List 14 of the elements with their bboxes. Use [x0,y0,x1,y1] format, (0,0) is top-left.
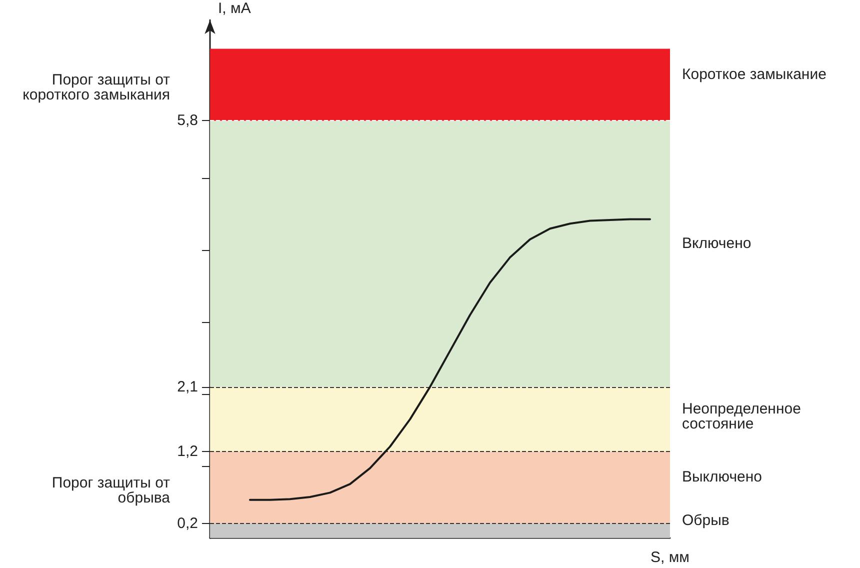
y-axis-title: I, мА [218,0,251,17]
ref-line-label: Порог защиты от короткого замыкания [22,72,170,104]
y-tick-label: 5,8 [177,112,198,130]
y-tick-label: 0,2 [177,515,198,532]
y-tick-label: 2,1 [177,378,198,396]
ref-line-label: Порог защиты от обрыва [52,474,171,507]
band-label: Обрыв [682,512,730,529]
line-series [249,218,651,501]
y-tick-label: 1,2 [177,443,198,460]
band-label: Неопределенное состояние [682,400,801,432]
band-label: Включено [682,234,752,252]
band-label: Короткое замыкание [682,66,826,83]
band-label: Выключено [682,468,762,486]
x-axis-title: S, мм [650,549,690,566]
